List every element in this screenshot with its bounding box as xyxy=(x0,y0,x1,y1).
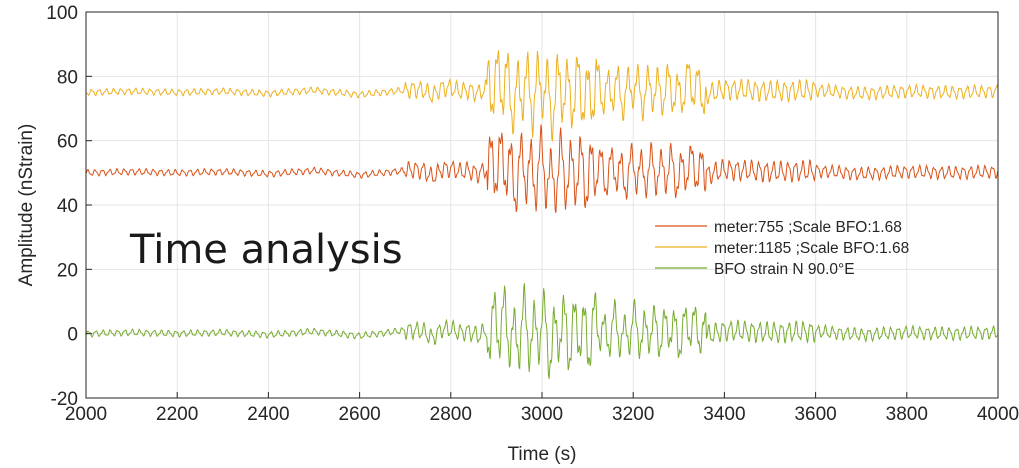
x-tick-label: 3000 xyxy=(521,404,563,425)
y-tick-label: 100 xyxy=(46,3,78,24)
y-tick-label: 60 xyxy=(57,132,78,153)
x-tick-label: 3600 xyxy=(794,404,836,425)
series-line xyxy=(85,50,999,143)
overlay-text: Time analysis xyxy=(129,227,403,273)
y-tick-label: 80 xyxy=(57,67,78,88)
x-tick-label: 3200 xyxy=(612,404,654,425)
x-tick-label: 2600 xyxy=(338,404,380,425)
x-tick-label: 3400 xyxy=(703,404,745,425)
y-tick-label: -20 xyxy=(51,389,78,410)
series-line xyxy=(85,124,999,214)
legend: meter:755 ;Scale BFO:1.68 meter:1185 ;Sca… xyxy=(655,219,909,278)
legend-label: meter:755 ;Scale BFO:1.68 xyxy=(714,219,902,236)
series-layer xyxy=(85,50,999,379)
x-tick-label: 2200 xyxy=(156,404,198,425)
x-tick-label: 2400 xyxy=(247,404,289,425)
y-axis-label: Amplitude (nStrain) xyxy=(16,124,37,287)
y-tick-label: 40 xyxy=(57,196,78,217)
x-axis-label: Time (s) xyxy=(508,444,577,465)
x-tick-label: 4000 xyxy=(977,404,1019,425)
x-tick-label: 2000 xyxy=(65,404,107,425)
series-line xyxy=(85,283,998,379)
tick-labels: 2000 2200 2400 2600 2800 3000 3200 3400 3600 3800… xyxy=(46,3,1019,425)
x-tick-label: 3800 xyxy=(886,404,928,425)
x-tick-label: 2800 xyxy=(430,404,472,425)
y-tick-label: 20 xyxy=(57,260,78,281)
legend-label: meter:1185 ;Scale BFO:1.68 xyxy=(714,240,909,257)
legend-label: BFO strain N 90.0°E xyxy=(714,261,855,278)
y-tick-label: 0 xyxy=(67,325,78,346)
